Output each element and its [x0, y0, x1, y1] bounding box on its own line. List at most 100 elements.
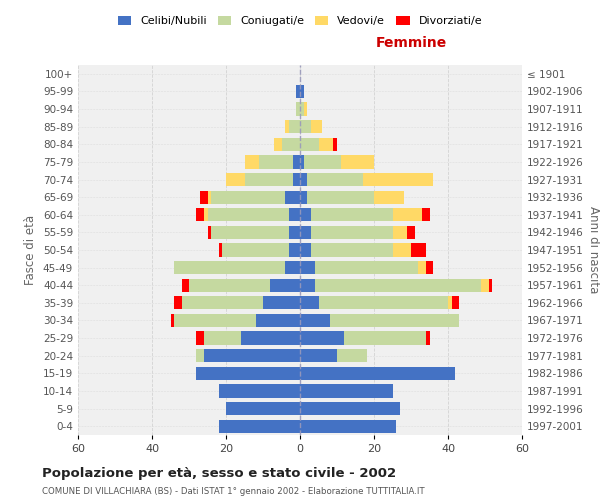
Bar [407, 226, 415, 239]
Bar [196, 366, 300, 380]
Bar [218, 384, 300, 398]
Bar [422, 208, 430, 222]
Bar [300, 85, 304, 98]
Bar [289, 120, 300, 134]
Bar [334, 138, 337, 151]
Bar [319, 138, 334, 151]
Bar [411, 244, 426, 256]
Bar [218, 420, 300, 433]
Bar [245, 173, 293, 186]
Bar [296, 102, 300, 116]
Bar [319, 296, 448, 310]
Bar [245, 156, 259, 168]
Bar [337, 349, 367, 362]
Bar [315, 278, 481, 292]
Bar [222, 244, 289, 256]
Bar [300, 420, 396, 433]
Bar [274, 138, 281, 151]
Bar [285, 190, 300, 204]
Text: Popolazione per età, sesso e stato civile - 2002: Popolazione per età, sesso e stato civil… [42, 468, 396, 480]
Bar [300, 314, 329, 327]
Bar [174, 314, 256, 327]
Text: Femmine: Femmine [376, 36, 446, 50]
Bar [418, 261, 426, 274]
Bar [285, 120, 289, 134]
Bar [363, 173, 433, 186]
Bar [208, 226, 211, 239]
Bar [204, 349, 300, 362]
Bar [300, 384, 392, 398]
Bar [392, 226, 407, 239]
Bar [293, 173, 300, 186]
Bar [488, 278, 493, 292]
Bar [392, 208, 422, 222]
Text: COMUNE DI VILLACHIARA (BS) - Dati ISTAT 1° gennaio 2002 - Elaborazione TUTTITALI: COMUNE DI VILLACHIARA (BS) - Dati ISTAT … [42, 488, 425, 496]
Bar [304, 102, 307, 116]
Bar [182, 296, 263, 310]
Y-axis label: Fasce di età: Fasce di età [25, 215, 37, 285]
Bar [300, 296, 319, 310]
Bar [341, 156, 374, 168]
Bar [344, 332, 426, 344]
Bar [218, 244, 223, 256]
Bar [300, 366, 455, 380]
Bar [300, 156, 304, 168]
Bar [315, 261, 418, 274]
Bar [374, 190, 404, 204]
Bar [296, 85, 300, 98]
Bar [204, 332, 241, 344]
Bar [170, 314, 174, 327]
Bar [293, 156, 300, 168]
Bar [211, 190, 285, 204]
Bar [300, 120, 311, 134]
Bar [289, 208, 300, 222]
Bar [300, 261, 315, 274]
Bar [426, 261, 433, 274]
Bar [311, 226, 392, 239]
Bar [208, 190, 211, 204]
Bar [300, 402, 400, 415]
Bar [307, 173, 363, 186]
Bar [196, 349, 204, 362]
Bar [300, 226, 311, 239]
Bar [311, 208, 392, 222]
Bar [300, 244, 311, 256]
Bar [196, 208, 204, 222]
Bar [226, 402, 300, 415]
Bar [311, 120, 322, 134]
Bar [189, 278, 271, 292]
Bar [200, 190, 208, 204]
Bar [211, 226, 289, 239]
Bar [259, 156, 293, 168]
Bar [174, 261, 285, 274]
Bar [307, 190, 374, 204]
Bar [285, 261, 300, 274]
Bar [300, 332, 344, 344]
Bar [304, 156, 341, 168]
Bar [196, 332, 204, 344]
Bar [300, 102, 304, 116]
Bar [300, 190, 307, 204]
Bar [204, 208, 208, 222]
Bar [329, 314, 459, 327]
Bar [226, 173, 245, 186]
Bar [300, 138, 319, 151]
Bar [289, 244, 300, 256]
Bar [300, 208, 311, 222]
Bar [174, 296, 182, 310]
Y-axis label: Anni di nascita: Anni di nascita [587, 206, 600, 294]
Bar [448, 296, 452, 310]
Legend: Celibi/Nubili, Coniugati/e, Vedovi/e, Divorziati/e: Celibi/Nubili, Coniugati/e, Vedovi/e, Di… [113, 12, 487, 30]
Bar [300, 278, 315, 292]
Bar [392, 244, 411, 256]
Bar [271, 278, 300, 292]
Bar [300, 173, 307, 186]
Bar [452, 296, 459, 310]
Bar [481, 278, 488, 292]
Bar [289, 226, 300, 239]
Bar [182, 278, 189, 292]
Bar [281, 138, 300, 151]
Bar [241, 332, 300, 344]
Bar [311, 244, 392, 256]
Bar [256, 314, 300, 327]
